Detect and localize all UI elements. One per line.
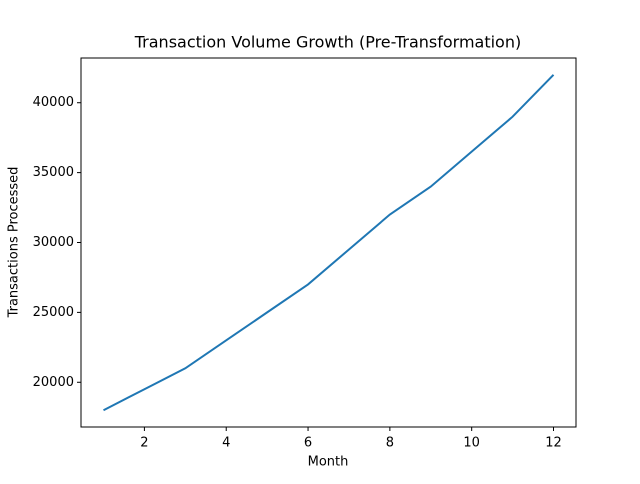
y-tick-label: 35000 bbox=[33, 165, 74, 180]
x-tick-label: 8 bbox=[386, 436, 394, 451]
y-tick-label: 25000 bbox=[33, 305, 74, 320]
x-tick-label: 6 bbox=[304, 436, 312, 451]
chart-title: Transaction Volume Growth (Pre-Transform… bbox=[134, 33, 521, 52]
y-tick-label: 30000 bbox=[33, 235, 74, 250]
plot-frame bbox=[80, 57, 577, 428]
x-axis-label: Month bbox=[308, 455, 349, 470]
x-tick-label: 2 bbox=[140, 436, 148, 451]
y-tick-label: 40000 bbox=[33, 95, 74, 110]
x-tick-label: 12 bbox=[545, 436, 562, 451]
x-tick-label: 4 bbox=[222, 436, 230, 451]
y-tick-label: 20000 bbox=[33, 375, 74, 390]
x-tick-label: 10 bbox=[463, 436, 480, 451]
y-axis-label: Transactions Processed bbox=[7, 167, 22, 319]
data-line bbox=[103, 74, 555, 412]
